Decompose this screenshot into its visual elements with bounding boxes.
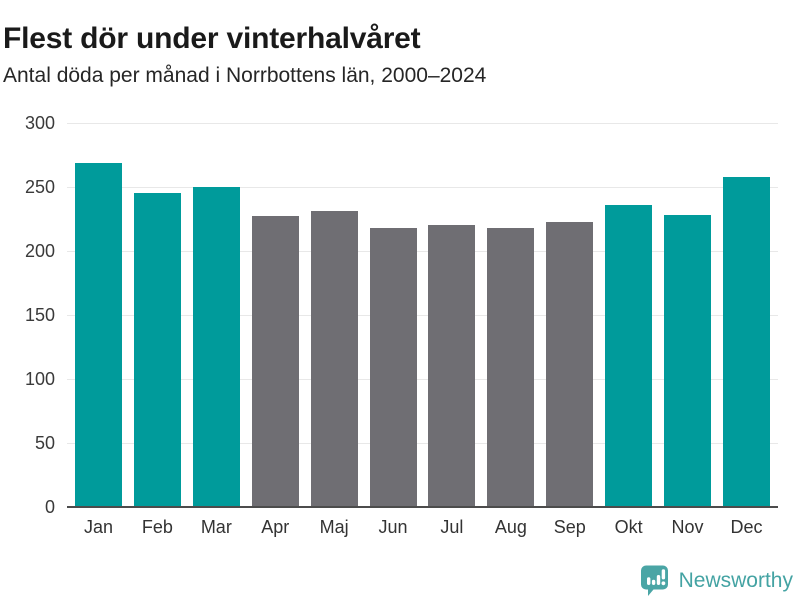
brand-name: Newsworthy bbox=[678, 568, 793, 592]
x-tick-label-okt: Okt bbox=[614, 517, 643, 537]
y-tick-label-0: 0 bbox=[44, 497, 55, 517]
bar-feb bbox=[133, 193, 181, 507]
bar-group bbox=[67, 123, 778, 507]
newsworthy-logo-icon bbox=[639, 564, 670, 597]
y-tick-label-300: 300 bbox=[24, 113, 55, 133]
bar-jun bbox=[369, 228, 417, 507]
x-tick-label-sep: Sep bbox=[553, 517, 586, 537]
y-tick-label-150: 150 bbox=[24, 305, 55, 325]
bar-maj bbox=[310, 211, 358, 507]
x-tick-label-dec: Dec bbox=[730, 517, 763, 537]
x-tick-label-apr: Apr bbox=[261, 517, 290, 537]
x-tick-label-jan: Jan bbox=[83, 517, 114, 537]
bar-nov bbox=[664, 215, 712, 507]
gridline-100 bbox=[67, 379, 778, 380]
bar-mar bbox=[192, 187, 240, 507]
bar-okt bbox=[605, 205, 653, 507]
y-axis: 0 50 100 150 200 250 300 bbox=[0, 113, 55, 517]
bar-apr bbox=[251, 216, 299, 507]
bar-aug bbox=[487, 228, 535, 507]
bar-dec bbox=[722, 177, 770, 507]
gridline-200 bbox=[67, 251, 778, 252]
x-tick-label-maj: Maj bbox=[319, 517, 349, 537]
x-tick-label-jul: Jul bbox=[440, 517, 464, 537]
bar-jan bbox=[75, 163, 122, 507]
y-tick-label-200: 200 bbox=[24, 241, 55, 261]
bar-jul bbox=[428, 225, 476, 507]
gridline-50 bbox=[67, 443, 778, 444]
x-tick-label-jun: Jun bbox=[378, 517, 408, 537]
x-tick-label-feb: Feb bbox=[141, 517, 173, 537]
brand-footer: Newsworthy bbox=[639, 564, 793, 597]
gridline-300 bbox=[67, 123, 778, 124]
x-tick-label-aug: Aug bbox=[494, 517, 527, 537]
x-axis-line bbox=[67, 506, 778, 508]
chart-title: Flest dör under vinterhalvåret bbox=[3, 22, 421, 56]
gridline-150 bbox=[67, 315, 778, 316]
x-tick-label-nov: Nov bbox=[671, 517, 704, 537]
y-tick-label-250: 250 bbox=[24, 177, 55, 197]
x-tick-label-mar: Mar bbox=[200, 517, 232, 537]
gridline-250 bbox=[67, 187, 778, 188]
x-axis: Jan Feb Mar Apr Maj Jun Jul Aug Sep Okt Nov Dec bbox=[67, 517, 778, 538]
y-tick-label-50: 50 bbox=[34, 433, 55, 453]
y-tick-label-100: 100 bbox=[24, 369, 55, 389]
plot-area bbox=[67, 123, 778, 508]
bar-sep bbox=[546, 222, 594, 507]
chart-subtitle: Antal döda per månad i Norrbottens län, … bbox=[3, 64, 487, 87]
